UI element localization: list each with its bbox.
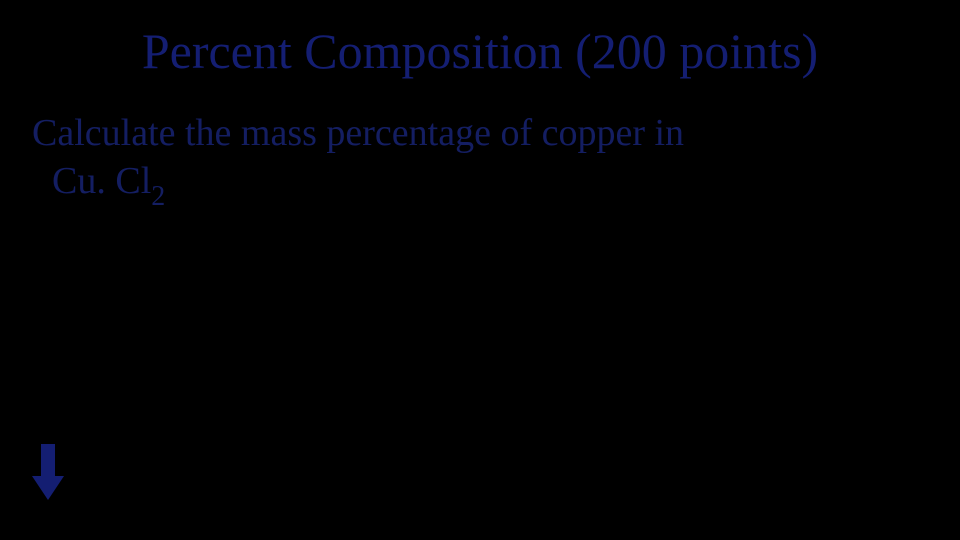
question-line1: Calculate the mass percentage of copper … xyxy=(32,112,684,154)
arrow-path xyxy=(32,444,64,500)
slide-title: Percent Composition (200 points) xyxy=(0,22,960,80)
formula-subscript: 2 xyxy=(151,181,165,212)
down-arrow-icon xyxy=(32,444,64,500)
formula-prefix: Cu. Cl xyxy=(52,160,151,202)
question-text: Calculate the mass percentage of copper … xyxy=(0,110,960,210)
question-line2: Cu. Cl2 xyxy=(32,158,900,211)
arrow-svg xyxy=(32,444,64,500)
slide-container: Percent Composition (200 points) Calcula… xyxy=(0,0,960,540)
